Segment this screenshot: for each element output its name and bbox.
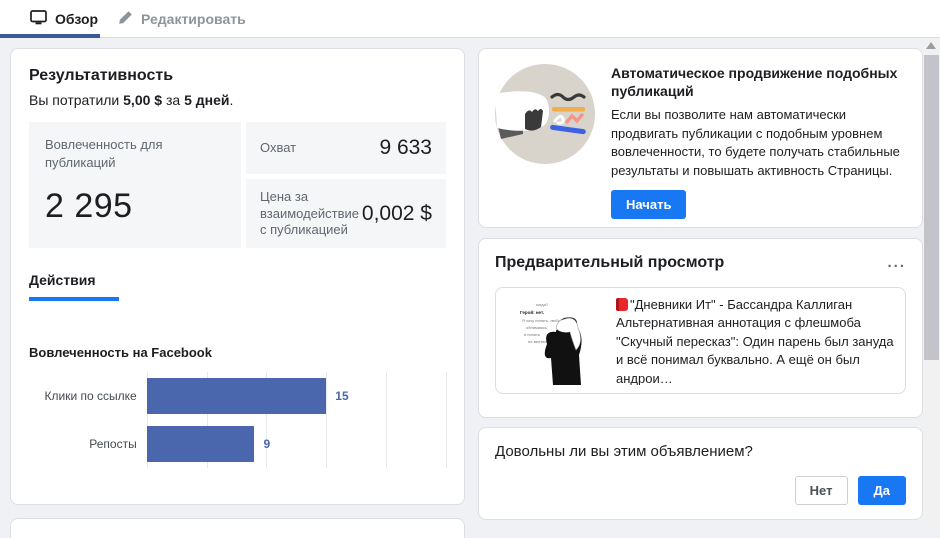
metric-boxes: Вовлеченность для публикаций 2 295 Охват… bbox=[29, 122, 446, 248]
tab-edit[interactable]: Редактировать bbox=[118, 0, 246, 38]
promo-text: Если вы позволите нам автоматически прод… bbox=[611, 107, 900, 178]
reach-metric-box[interactable]: Охват 9 633 bbox=[246, 122, 446, 175]
reach-label: Охват bbox=[260, 140, 297, 155]
svg-text:Герой: нет.: Герой: нет. bbox=[520, 309, 544, 315]
engagement-bar-chart: Клики по ссылке Репосты 15 9 bbox=[29, 372, 447, 468]
chart-bar-value: 15 bbox=[335, 389, 349, 403]
chart-gridline bbox=[266, 372, 268, 468]
monitor-icon bbox=[30, 10, 47, 28]
spent-summary: Вы потратили 5,00 $ за 5 дней. bbox=[29, 92, 446, 108]
performance-title: Результативность bbox=[29, 67, 174, 84]
svg-text:Я хочу понять, любой,: Я хочу понять, любой, bbox=[522, 318, 563, 323]
spent-prefix: Вы потратили bbox=[29, 92, 124, 108]
chart-bar-value: 9 bbox=[263, 437, 271, 451]
chart-category-label: Клики по ссылке bbox=[44, 388, 137, 403]
pencil-icon bbox=[118, 10, 133, 28]
red-book-icon bbox=[616, 298, 628, 311]
top-tab-bar: Обзор Редактировать bbox=[0, 0, 940, 38]
scroll-up-arrow-icon[interactable] bbox=[926, 42, 936, 49]
no-button[interactable]: Нет bbox=[794, 476, 848, 505]
metric-stack: Охват 9 633 Цена за взаимодействие с пуб… bbox=[246, 122, 446, 248]
reach-value: 9 633 bbox=[379, 136, 432, 160]
performance-card: Результативность Вы потратили 5,00 $ за … bbox=[10, 48, 465, 505]
promo-title: Автоматическое продвижение подобных публ… bbox=[611, 65, 898, 100]
spent-middle: за bbox=[162, 92, 185, 108]
vertical-scrollbar[interactable] bbox=[923, 38, 940, 526]
chart-bar-row: 15 bbox=[146, 372, 446, 420]
chart-bar[interactable] bbox=[146, 378, 327, 414]
actions-tab-underline bbox=[29, 297, 119, 301]
post-text-content: "Дневники Ит" - Бассандра Каллиган Альте… bbox=[616, 297, 894, 385]
engagement-metric-box[interactable]: Вовлеченность для публикаций 2 295 bbox=[29, 122, 241, 248]
tab-overview[interactable]: Обзор bbox=[30, 0, 98, 38]
preview-card: Предварительный просмотр ... когда? Геро… bbox=[478, 238, 923, 418]
page-content: Результативность Вы потратили 5,00 $ за … bbox=[0, 38, 940, 538]
chart-title: Вовлеченность на Facebook bbox=[29, 345, 212, 360]
chart-gridline bbox=[146, 372, 148, 468]
spent-amount: 5,00 $ bbox=[123, 92, 163, 108]
chart-bar-row: 9 bbox=[146, 420, 446, 468]
chart-category-labels: Клики по ссылке Репосты bbox=[29, 372, 147, 468]
svg-text:по-вентиляции": по-вентиляции" bbox=[528, 339, 558, 344]
cost-label: Цена за взаимодействие с публикацией bbox=[260, 189, 360, 237]
more-options-icon[interactable]: ... bbox=[887, 254, 906, 271]
post-thumbnail: когда? Герой: нет. Я хочу понять, любой,… bbox=[506, 296, 606, 385]
preview-header: Предварительный просмотр ... bbox=[495, 254, 906, 272]
chart-gridline bbox=[326, 372, 328, 468]
yes-button[interactable]: Да bbox=[857, 476, 906, 505]
cost-value: 0,002 $ bbox=[361, 201, 432, 225]
cost-metric-box[interactable]: Цена за взаимодействие с публикацией 0,0… bbox=[246, 179, 446, 248]
preview-title: Предварительный просмотр bbox=[495, 254, 725, 271]
promo-body: Автоматическое продвижение подобных публ… bbox=[611, 64, 906, 220]
spent-duration: 5 дней bbox=[184, 92, 230, 108]
tab-overview-label: Обзор bbox=[55, 11, 99, 27]
tab-edit-label: Редактировать bbox=[141, 11, 246, 27]
feedback-buttons: Нет Да bbox=[794, 476, 906, 505]
engagement-value: 2 295 bbox=[45, 187, 133, 226]
engagement-label: Вовлеченность для публикаций bbox=[45, 137, 163, 170]
chart-plot: 15 9 bbox=[146, 372, 447, 468]
chart-gridline bbox=[386, 372, 388, 468]
post-preview-item[interactable]: когда? Герой: нет. Я хочу понять, любой,… bbox=[495, 287, 906, 394]
svg-text:я понять: я понять bbox=[524, 332, 540, 337]
active-tab-underline bbox=[0, 34, 100, 38]
next-card-peek bbox=[10, 518, 465, 538]
chart-category-label: Репосты bbox=[89, 436, 137, 451]
svg-text:обнимаюсь,: обнимаюсь, bbox=[526, 325, 548, 330]
scrollbar-thumb[interactable] bbox=[924, 55, 939, 360]
start-button[interactable]: Начать bbox=[611, 190, 687, 220]
feedback-card: Довольны ли вы этим объявлением? Нет Да bbox=[478, 427, 923, 520]
tab-actions-label: Действия bbox=[29, 272, 96, 288]
auto-boost-card: Автоматическое продвижение подобных публ… bbox=[478, 48, 923, 228]
chart-gridline bbox=[446, 372, 447, 468]
chart-gridline bbox=[206, 372, 208, 468]
post-text: "Дневники Ит" - Бассандра Каллиган Альте… bbox=[616, 296, 895, 385]
spent-suffix: . bbox=[229, 92, 234, 108]
chart-bar[interactable] bbox=[146, 426, 255, 462]
tab-actions[interactable]: Действия bbox=[29, 272, 119, 301]
svg-text:когда?: когда? bbox=[536, 302, 549, 307]
feedback-question: Довольны ли вы этим объявлением? bbox=[495, 443, 753, 460]
megaphone-icon bbox=[495, 64, 595, 164]
